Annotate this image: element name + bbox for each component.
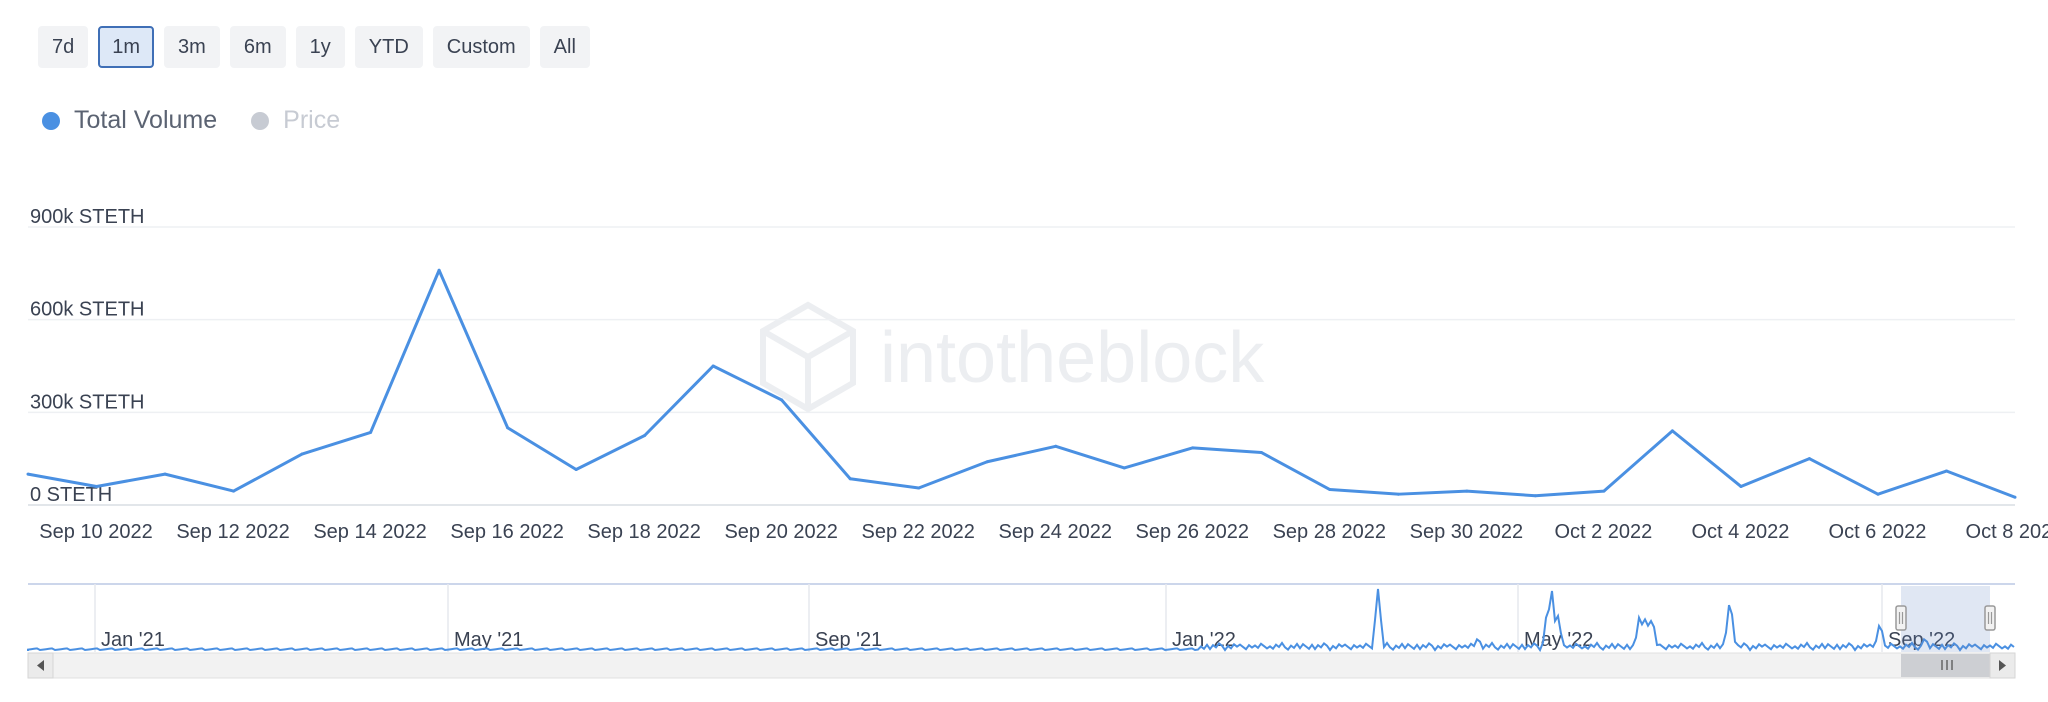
y-tick-label: 900k STETH	[30, 206, 144, 228]
x-tick-label: Sep 14 2022	[313, 521, 426, 543]
data-point[interactable]	[437, 268, 441, 272]
navigator-tick-label: Jan '22	[1172, 629, 1236, 651]
data-point[interactable]	[1807, 457, 1811, 461]
data-point[interactable]	[1328, 488, 1332, 492]
data-point[interactable]	[643, 434, 647, 437]
range-button-6m[interactable]: 6m	[229, 26, 286, 68]
data-point[interactable]	[1944, 469, 1948, 473]
series-layer	[26, 268, 2017, 499]
data-point[interactable]	[95, 484, 99, 488]
y-axis-labels: 0 STETH 300k STETH 600k STETH 900k STETH	[30, 206, 144, 506]
data-point[interactable]	[1054, 444, 1058, 448]
x-axis-labels: Sep 10 2022 Sep 12 2022 Sep 14 2022 Sep 16 …	[39, 521, 2048, 543]
data-point[interactable]	[163, 472, 167, 476]
data-point[interactable]	[1533, 494, 1537, 498]
data-point[interactable]	[1602, 489, 1606, 493]
range-button-7d[interactable]: 7d	[38, 26, 89, 68]
navigator-tick-label: Jan '21	[101, 629, 165, 651]
data-point[interactable]	[917, 486, 921, 490]
data-point[interactable]	[1259, 450, 1263, 454]
data-point[interactable]	[1465, 489, 1469, 493]
data-point[interactable]	[1876, 492, 1880, 496]
data-point[interactable]	[1670, 429, 1674, 433]
x-tick-label: Oct 6 2022	[1829, 521, 1927, 543]
data-point[interactable]	[300, 452, 304, 456]
y-tick-label: 300k STETH	[30, 391, 144, 413]
data-point[interactable]	[506, 426, 510, 430]
y-gridlines	[28, 226, 2015, 506]
navigator-tick-label: May '21	[454, 629, 523, 651]
data-point[interactable]	[1122, 466, 1126, 470]
x-tick-label: Sep 28 2022	[1273, 521, 1386, 543]
x-tick-label: Sep 30 2022	[1410, 521, 1523, 543]
watermark-logo-icon	[760, 301, 856, 413]
scrollbar-thumb[interactable]	[1901, 654, 1990, 677]
range-selector: 7d 1m 3m 6m 1y YTD Custom All	[38, 26, 590, 68]
x-tick-label: Oct 8 2022	[1966, 521, 2048, 543]
legend-item-total-volume[interactable]: Total Volume	[42, 106, 217, 135]
scroll-right-button[interactable]	[1989, 652, 2016, 679]
x-tick-label: Oct 4 2022	[1691, 521, 1789, 543]
range-button-1y[interactable]: 1y	[295, 26, 345, 68]
y-tick-label: 600k STETH	[30, 299, 144, 321]
navigator-series-line	[27, 588, 2015, 653]
navigator-tick-label: Sep '21	[815, 629, 882, 651]
y-tick-label: 0 STETH	[30, 484, 112, 506]
x-tick-label: Sep 20 2022	[724, 521, 837, 543]
range-button-1m[interactable]: 1m	[98, 26, 155, 68]
scrollbar-track[interactable]	[27, 652, 2016, 679]
data-point[interactable]	[369, 430, 373, 434]
x-tick-label: Sep 18 2022	[587, 521, 700, 543]
range-button-all[interactable]: All	[539, 26, 590, 68]
legend-dot-icon	[251, 111, 270, 130]
range-button-custom[interactable]: Custom	[432, 26, 530, 68]
x-tick-label: Sep 10 2022	[39, 521, 152, 543]
x-tick-label: Sep 26 2022	[1136, 521, 1249, 543]
data-point[interactable]	[232, 489, 236, 493]
navigator-right-handle[interactable]	[1984, 605, 1996, 631]
data-point[interactable]	[711, 364, 715, 368]
data-point[interactable]	[26, 472, 30, 476]
x-tick-label: Sep 16 2022	[450, 521, 563, 543]
legend-item-price[interactable]: Price	[251, 106, 340, 135]
x-tick-label: Sep 22 2022	[861, 521, 974, 543]
range-button-ytd[interactable]: YTD	[354, 26, 423, 68]
watermark-text: intotheblock	[880, 318, 1265, 398]
x-tick-label: Sep 24 2022	[999, 521, 1112, 543]
legend-label: Total Volume	[74, 106, 218, 134]
arrow-right-icon	[1999, 660, 2006, 671]
x-tick-label: Sep 12 2022	[176, 521, 289, 543]
range-button-3m[interactable]: 3m	[164, 26, 220, 68]
legend-dot-icon	[42, 111, 60, 130]
navigator-left-handle[interactable]	[1895, 605, 1907, 631]
x-tick-label: Oct 2 2022	[1554, 521, 1652, 543]
data-point[interactable]	[780, 398, 784, 402]
legend-label: Price	[283, 106, 341, 134]
data-point[interactable]	[848, 477, 852, 481]
data-point[interactable]	[985, 460, 989, 464]
navigator-selection-window[interactable]	[1901, 586, 1990, 652]
series-line-total-volume	[27, 268, 2016, 499]
data-point[interactable]	[574, 467, 578, 471]
data-point[interactable]	[1396, 492, 1400, 496]
data-point[interactable]	[1191, 446, 1195, 450]
data-point[interactable]	[2013, 495, 2017, 499]
arrow-left-icon	[37, 660, 44, 671]
legend: Total Volume Price	[42, 106, 340, 135]
data-point[interactable]	[1739, 484, 1743, 488]
watermark: intotheblock	[760, 301, 1265, 413]
